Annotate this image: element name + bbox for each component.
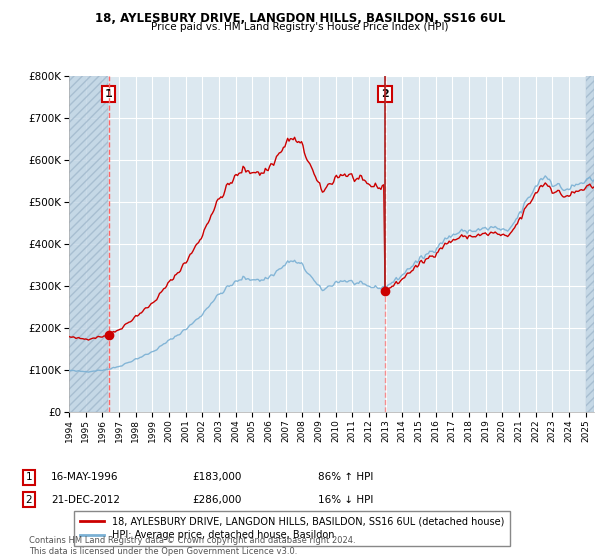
Text: Price paid vs. HM Land Registry's House Price Index (HPI): Price paid vs. HM Land Registry's House … [151, 22, 449, 32]
Legend: 18, AYLESBURY DRIVE, LANGDON HILLS, BASILDON, SS16 6UL (detached house), HPI: Av: 18, AYLESBURY DRIVE, LANGDON HILLS, BASI… [74, 511, 510, 546]
Text: 16-MAY-1996: 16-MAY-1996 [51, 472, 119, 482]
Text: £286,000: £286,000 [192, 494, 241, 505]
Text: 16% ↓ HPI: 16% ↓ HPI [318, 494, 373, 505]
Text: 1: 1 [104, 89, 112, 99]
Text: 18, AYLESBURY DRIVE, LANGDON HILLS, BASILDON, SS16 6UL: 18, AYLESBURY DRIVE, LANGDON HILLS, BASI… [95, 12, 505, 25]
Text: Contains HM Land Registry data © Crown copyright and database right 2024.
This d: Contains HM Land Registry data © Crown c… [29, 536, 355, 556]
Text: 2: 2 [25, 494, 32, 505]
Text: 2: 2 [381, 89, 389, 99]
Text: 21-DEC-2012: 21-DEC-2012 [51, 494, 120, 505]
Text: £183,000: £183,000 [192, 472, 241, 482]
Bar [586, 76, 594, 412]
Text: 1: 1 [25, 472, 32, 482]
Text: 86% ↑ HPI: 86% ↑ HPI [318, 472, 373, 482]
Bar [69, 76, 109, 412]
